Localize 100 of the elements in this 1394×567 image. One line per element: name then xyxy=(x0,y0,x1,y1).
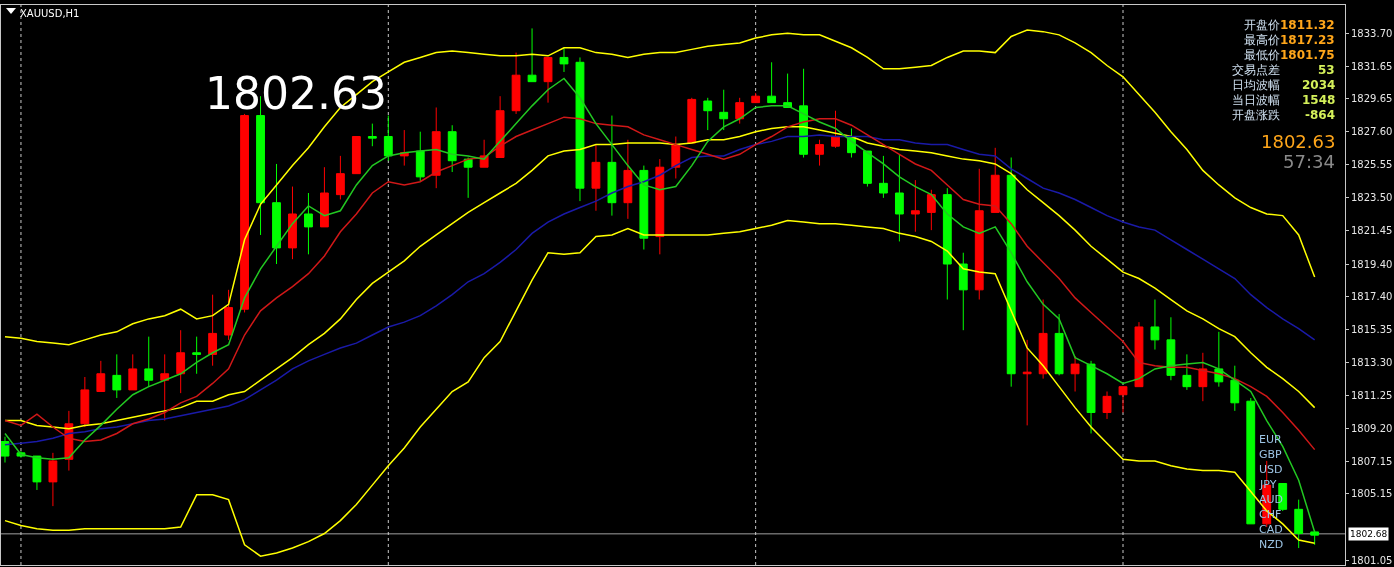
candlestick xyxy=(1150,299,1160,351)
y-tick-label: 1823.50 xyxy=(1351,192,1393,204)
candlestick xyxy=(1294,499,1304,549)
candlestick xyxy=(639,165,649,250)
y-tick-label: 1821.45 xyxy=(1351,225,1393,237)
candlestick xyxy=(703,97,713,131)
candlestick xyxy=(1134,321,1144,388)
candlestick xyxy=(224,289,234,341)
y-tick-label: 1825.55 xyxy=(1351,159,1393,171)
ref-line-label: 1802.68 xyxy=(1350,529,1388,539)
candlestick xyxy=(80,376,90,428)
candlestick xyxy=(990,147,1000,213)
annotation: 1811.32 xyxy=(1280,18,1335,32)
annotation: -864 xyxy=(1305,108,1336,122)
candlestick xyxy=(799,68,808,159)
candlestick xyxy=(1230,365,1240,412)
candlestick xyxy=(735,97,745,125)
candlestick xyxy=(1022,339,1032,426)
annotation: 最低价 xyxy=(1244,48,1280,62)
y-tick-label: 1819.40 xyxy=(1351,258,1393,270)
y-tick-label: 1827.60 xyxy=(1351,126,1393,138)
annotation: AUD xyxy=(1259,493,1284,506)
annotation: 1817.23 xyxy=(1280,33,1335,47)
candlestick xyxy=(320,166,329,228)
y-tick-label: 1833.70 xyxy=(1351,27,1393,39)
annotation: 53 xyxy=(1318,63,1335,77)
annotation: GBP xyxy=(1259,448,1283,461)
candlestick xyxy=(1086,360,1096,434)
y-tick-label: 1831.65 xyxy=(1351,60,1393,72)
y-tick-label: 1801.05 xyxy=(1351,554,1393,566)
annotation: 1802.63 xyxy=(1261,131,1336,152)
candlestick xyxy=(910,179,920,233)
annotation: 开盘价 xyxy=(1244,18,1280,32)
candlestick xyxy=(176,329,186,394)
candlestick xyxy=(272,163,281,265)
candlestick xyxy=(1102,391,1112,420)
annotation: 当日波幅 xyxy=(1232,93,1280,107)
candlestick xyxy=(415,131,425,183)
candlestick xyxy=(112,353,122,399)
candlestick xyxy=(575,56,585,202)
y-tick-label: 1811.25 xyxy=(1351,390,1393,402)
y-tick-label: 1817.40 xyxy=(1351,290,1393,302)
candlestick xyxy=(1054,313,1064,376)
annotation: NZD xyxy=(1259,538,1284,551)
candlestick xyxy=(399,129,409,167)
candlestick xyxy=(942,187,952,301)
annotation: 日均波幅 xyxy=(1232,78,1280,92)
candlestick xyxy=(974,168,984,301)
y-tick-label: 1805.15 xyxy=(1351,488,1393,500)
candlestick xyxy=(335,155,345,200)
candlestick xyxy=(655,158,665,255)
candlestick xyxy=(367,123,377,147)
candlestick xyxy=(623,139,633,220)
annotation: 1548 xyxy=(1302,93,1336,107)
candlestick xyxy=(431,106,441,189)
candlestick xyxy=(511,52,521,115)
y-tick-label: 1807.15 xyxy=(1351,456,1393,468)
candlestick xyxy=(671,136,681,179)
y-tick-label: 1815.35 xyxy=(1351,323,1393,335)
candlestick xyxy=(591,144,601,212)
candlestick xyxy=(1038,299,1048,380)
candlestick xyxy=(304,192,313,255)
annotation: 57:34 xyxy=(1283,151,1335,172)
annotation: 2034 xyxy=(1302,78,1336,92)
candlestick xyxy=(1166,316,1176,381)
annotation: 最高价 xyxy=(1244,33,1280,47)
candlestick xyxy=(240,113,249,313)
annotation: 开盘涨跌 xyxy=(1232,108,1280,122)
candlestick xyxy=(831,110,840,149)
candlestick xyxy=(1198,352,1208,402)
line-series xyxy=(4,219,1316,557)
candlestick xyxy=(863,150,872,188)
annotation: CAD xyxy=(1259,523,1283,536)
candlestick xyxy=(543,56,553,104)
candlestick xyxy=(1,436,10,464)
candlestick xyxy=(32,455,42,491)
candlestick xyxy=(1006,157,1016,388)
y-tick-label: 1829.65 xyxy=(1351,93,1393,105)
candlestick xyxy=(719,89,729,131)
candlestick xyxy=(48,452,58,507)
candlestick xyxy=(96,360,106,393)
candlestick xyxy=(1070,355,1080,393)
annotation: 1801.75 xyxy=(1280,48,1335,62)
chart-title: XAUUSD,H1 xyxy=(20,7,80,19)
candlestick xyxy=(815,139,824,167)
candlestick xyxy=(160,353,170,422)
candlestick xyxy=(288,186,297,260)
candlestick xyxy=(351,136,361,175)
candlestick xyxy=(687,97,697,144)
candlestick xyxy=(463,157,473,199)
candlestick xyxy=(958,252,968,331)
candlestick xyxy=(1182,353,1192,391)
candlestick xyxy=(559,47,569,73)
candlestick xyxy=(208,294,218,367)
candlestick xyxy=(527,27,537,83)
y-tick-label: 1813.30 xyxy=(1351,356,1393,368)
candlestick xyxy=(447,124,457,173)
candlestick xyxy=(128,353,138,391)
candlestick xyxy=(607,115,617,217)
candlestick xyxy=(879,155,888,199)
